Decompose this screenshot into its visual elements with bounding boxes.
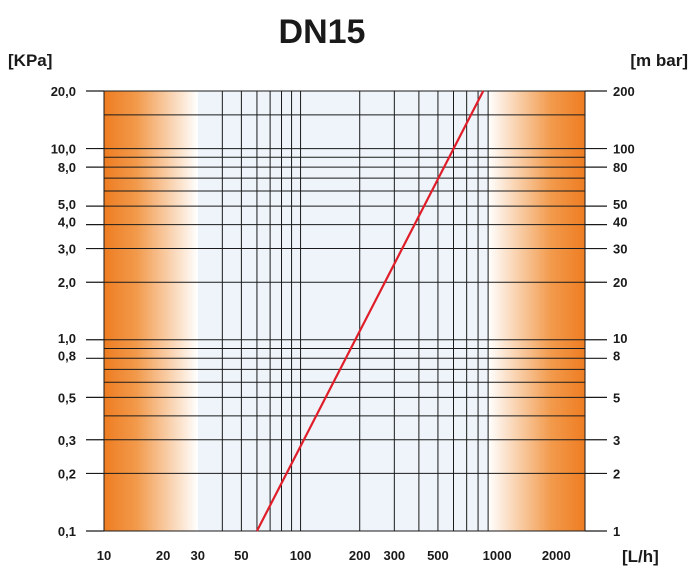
shaded-region-high-flow: [488, 91, 585, 531]
y-right-tick-label: 80: [613, 160, 627, 175]
x-tick-label: 200: [349, 548, 371, 563]
x-tick-label: 10: [97, 548, 111, 563]
y-left-tick-label: 20,0: [51, 84, 76, 99]
x-tick-label: 500: [427, 548, 449, 563]
y-left-tick-label: 5,0: [58, 197, 76, 212]
y-left-tick-label: 0,2: [58, 466, 76, 481]
y-right-tick-label: 1: [613, 524, 620, 539]
y-left-tick-label: 10,0: [51, 142, 76, 157]
grid-lines: [104, 91, 585, 531]
y-right-tick-label: 100: [613, 142, 635, 157]
x-tick-label: 30: [191, 548, 205, 563]
y-right-tick-label: 30: [613, 242, 627, 257]
x-tick-label: 50: [234, 548, 248, 563]
y-left-tick-label: 0,8: [58, 348, 76, 363]
plot-frame: [103, 90, 586, 532]
tick-marks: [86, 90, 607, 532]
y-right-tick-label: 200: [613, 84, 635, 99]
x-tick-label: 20: [156, 548, 170, 563]
right-axis-unit: [m bar]: [630, 51, 688, 70]
y-right-tick-label: 40: [613, 215, 627, 230]
x-tick-label: 300: [383, 548, 405, 563]
y-left-tick-label: 0,1: [58, 524, 76, 539]
plot-center-band: [197, 91, 489, 531]
y-left-tick-label: 1,0: [58, 331, 76, 346]
y-left-tick-label: 0,5: [58, 390, 76, 405]
x-tick-label: 100: [290, 548, 312, 563]
y-right-tick-label: 10: [613, 331, 627, 346]
y-right-tick-label: 50: [613, 197, 627, 212]
left-axis-unit: [KPa]: [8, 51, 52, 70]
y-right-tick-label: 8: [613, 348, 620, 363]
y-left-tick-label: 3,0: [58, 242, 76, 257]
tick-labels: 0,1 0,2 0,3 0,5 0,8 1,0 2,0 3,0 4,0 5,0 8,0 10,0 20,…: [51, 84, 635, 563]
y-left-tick-label: 8,0: [58, 160, 76, 175]
pressure-drop-line: [255, 90, 485, 532]
series-layer: [255, 90, 485, 532]
x-tick-label: 1000: [483, 548, 512, 563]
y-left-tick-label: 2,0: [58, 275, 76, 290]
y-left-tick-label: 0,3: [58, 433, 76, 448]
y-right-tick-label: 2: [613, 466, 620, 481]
y-right-tick-label: 5: [613, 390, 620, 405]
y-right-tick-label: 3: [613, 433, 620, 448]
x-tick-label: 2000: [542, 548, 571, 563]
y-left-tick-label: 4,0: [58, 215, 76, 230]
x-axis-unit: [L/h]: [622, 547, 659, 566]
chart-title: DN15: [279, 13, 366, 51]
y-right-tick-label: 20: [613, 275, 627, 290]
shaded-region-low-flow: [104, 91, 198, 531]
